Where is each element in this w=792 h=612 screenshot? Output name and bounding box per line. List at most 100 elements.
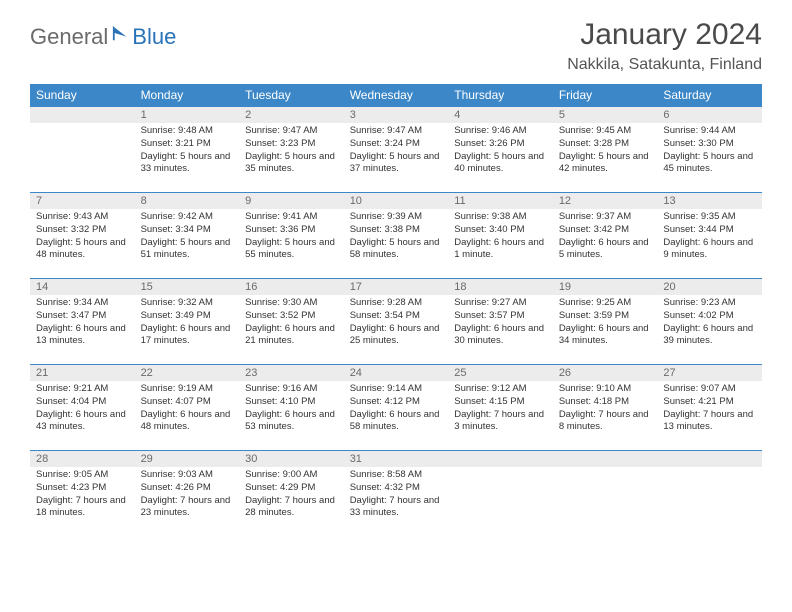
day-content: Sunrise: 9:05 AMSunset: 4:23 PMDaylight:… <box>30 467 135 522</box>
day-number: 19 <box>553 279 658 295</box>
day-cell: 3Sunrise: 9:47 AMSunset: 3:24 PMDaylight… <box>344 107 449 193</box>
day-cell: 12Sunrise: 9:37 AMSunset: 3:42 PMDayligh… <box>553 193 658 279</box>
day-content: Sunrise: 9:48 AMSunset: 3:21 PMDaylight:… <box>135 123 240 178</box>
location: Nakkila, Satakunta, Finland <box>567 56 762 74</box>
day-content: Sunrise: 9:00 AMSunset: 4:29 PMDaylight:… <box>239 467 344 522</box>
day-number: 26 <box>553 365 658 381</box>
day-number: 24 <box>344 365 449 381</box>
day-content: Sunrise: 8:58 AMSunset: 4:32 PMDaylight:… <box>344 467 449 522</box>
day-number: 30 <box>239 451 344 467</box>
day-number: 12 <box>553 193 658 209</box>
day-number: 22 <box>135 365 240 381</box>
day-cell: 21Sunrise: 9:21 AMSunset: 4:04 PMDayligh… <box>30 365 135 451</box>
day-content: Sunrise: 9:35 AMSunset: 3:44 PMDaylight:… <box>657 209 762 264</box>
day-content: Sunrise: 9:03 AMSunset: 4:26 PMDaylight:… <box>135 467 240 522</box>
weekday-header: Wednesday <box>344 84 449 107</box>
day-content: Sunrise: 9:38 AMSunset: 3:40 PMDaylight:… <box>448 209 553 264</box>
day-content: Sunrise: 9:47 AMSunset: 3:23 PMDaylight:… <box>239 123 344 178</box>
day-cell: 10Sunrise: 9:39 AMSunset: 3:38 PMDayligh… <box>344 193 449 279</box>
day-content: Sunrise: 9:45 AMSunset: 3:28 PMDaylight:… <box>553 123 658 178</box>
logo-text-general: General <box>30 24 108 50</box>
month-title: January 2024 <box>567 18 762 52</box>
day-cell: 14Sunrise: 9:34 AMSunset: 3:47 PMDayligh… <box>30 279 135 365</box>
day-number: 5 <box>553 107 658 123</box>
flag-icon <box>112 24 130 42</box>
empty-cell <box>657 451 762 537</box>
day-number: 21 <box>30 365 135 381</box>
day-content: Sunrise: 9:44 AMSunset: 3:30 PMDaylight:… <box>657 123 762 178</box>
day-content: Sunrise: 9:23 AMSunset: 4:02 PMDaylight:… <box>657 295 762 350</box>
calendar-table: SundayMondayTuesdayWednesdayThursdayFrid… <box>30 84 762 537</box>
day-number: 11 <box>448 193 553 209</box>
header: General Blue January 2024 Nakkila, Satak… <box>30 18 762 74</box>
weekday-header: Friday <box>553 84 658 107</box>
day-number: 15 <box>135 279 240 295</box>
weekday-header: Sunday <box>30 84 135 107</box>
day-content: Sunrise: 9:30 AMSunset: 3:52 PMDaylight:… <box>239 295 344 350</box>
day-content: Sunrise: 9:39 AMSunset: 3:38 PMDaylight:… <box>344 209 449 264</box>
day-content: Sunrise: 9:34 AMSunset: 3:47 PMDaylight:… <box>30 295 135 350</box>
day-content: Sunrise: 9:28 AMSunset: 3:54 PMDaylight:… <box>344 295 449 350</box>
day-cell: 16Sunrise: 9:30 AMSunset: 3:52 PMDayligh… <box>239 279 344 365</box>
day-number: 16 <box>239 279 344 295</box>
day-number: 23 <box>239 365 344 381</box>
day-content: Sunrise: 9:21 AMSunset: 4:04 PMDaylight:… <box>30 381 135 436</box>
day-number: 10 <box>344 193 449 209</box>
day-cell: 17Sunrise: 9:28 AMSunset: 3:54 PMDayligh… <box>344 279 449 365</box>
day-cell: 7Sunrise: 9:43 AMSunset: 3:32 PMDaylight… <box>30 193 135 279</box>
day-number: 29 <box>135 451 240 467</box>
day-number: 1 <box>135 107 240 123</box>
day-cell: 9Sunrise: 9:41 AMSunset: 3:36 PMDaylight… <box>239 193 344 279</box>
day-content: Sunrise: 9:37 AMSunset: 3:42 PMDaylight:… <box>553 209 658 264</box>
day-content: Sunrise: 9:25 AMSunset: 3:59 PMDaylight:… <box>553 295 658 350</box>
day-number: 4 <box>448 107 553 123</box>
weekday-header-row: SundayMondayTuesdayWednesdayThursdayFrid… <box>30 84 762 107</box>
logo: General Blue <box>30 24 176 50</box>
day-number: 3 <box>344 107 449 123</box>
day-cell: 27Sunrise: 9:07 AMSunset: 4:21 PMDayligh… <box>657 365 762 451</box>
day-content: Sunrise: 9:42 AMSunset: 3:34 PMDaylight:… <box>135 209 240 264</box>
day-number: 14 <box>30 279 135 295</box>
day-content: Sunrise: 9:27 AMSunset: 3:57 PMDaylight:… <box>448 295 553 350</box>
day-cell: 23Sunrise: 9:16 AMSunset: 4:10 PMDayligh… <box>239 365 344 451</box>
empty-cell <box>553 451 658 537</box>
day-cell: 8Sunrise: 9:42 AMSunset: 3:34 PMDaylight… <box>135 193 240 279</box>
empty-cell <box>30 107 135 193</box>
day-cell: 29Sunrise: 9:03 AMSunset: 4:26 PMDayligh… <box>135 451 240 537</box>
weekday-header: Saturday <box>657 84 762 107</box>
day-number: 13 <box>657 193 762 209</box>
day-number: 17 <box>344 279 449 295</box>
day-cell: 15Sunrise: 9:32 AMSunset: 3:49 PMDayligh… <box>135 279 240 365</box>
day-cell: 31Sunrise: 8:58 AMSunset: 4:32 PMDayligh… <box>344 451 449 537</box>
day-cell: 26Sunrise: 9:10 AMSunset: 4:18 PMDayligh… <box>553 365 658 451</box>
day-content: Sunrise: 9:43 AMSunset: 3:32 PMDaylight:… <box>30 209 135 264</box>
logo-text-blue: Blue <box>132 24 176 50</box>
day-cell: 13Sunrise: 9:35 AMSunset: 3:44 PMDayligh… <box>657 193 762 279</box>
day-cell: 1Sunrise: 9:48 AMSunset: 3:21 PMDaylight… <box>135 107 240 193</box>
day-content: Sunrise: 9:41 AMSunset: 3:36 PMDaylight:… <box>239 209 344 264</box>
weekday-header: Thursday <box>448 84 553 107</box>
day-number: 28 <box>30 451 135 467</box>
day-cell: 4Sunrise: 9:46 AMSunset: 3:26 PMDaylight… <box>448 107 553 193</box>
day-number: 20 <box>657 279 762 295</box>
day-content: Sunrise: 9:47 AMSunset: 3:24 PMDaylight:… <box>344 123 449 178</box>
day-content: Sunrise: 9:14 AMSunset: 4:12 PMDaylight:… <box>344 381 449 436</box>
day-cell: 11Sunrise: 9:38 AMSunset: 3:40 PMDayligh… <box>448 193 553 279</box>
day-content: Sunrise: 9:16 AMSunset: 4:10 PMDaylight:… <box>239 381 344 436</box>
day-content: Sunrise: 9:46 AMSunset: 3:26 PMDaylight:… <box>448 123 553 178</box>
day-cell: 19Sunrise: 9:25 AMSunset: 3:59 PMDayligh… <box>553 279 658 365</box>
day-content: Sunrise: 9:32 AMSunset: 3:49 PMDaylight:… <box>135 295 240 350</box>
day-cell: 20Sunrise: 9:23 AMSunset: 4:02 PMDayligh… <box>657 279 762 365</box>
day-cell: 28Sunrise: 9:05 AMSunset: 4:23 PMDayligh… <box>30 451 135 537</box>
day-number: 8 <box>135 193 240 209</box>
day-cell: 24Sunrise: 9:14 AMSunset: 4:12 PMDayligh… <box>344 365 449 451</box>
day-cell: 2Sunrise: 9:47 AMSunset: 3:23 PMDaylight… <box>239 107 344 193</box>
weekday-header: Monday <box>135 84 240 107</box>
weekday-header: Tuesday <box>239 84 344 107</box>
day-cell: 5Sunrise: 9:45 AMSunset: 3:28 PMDaylight… <box>553 107 658 193</box>
day-cell: 25Sunrise: 9:12 AMSunset: 4:15 PMDayligh… <box>448 365 553 451</box>
day-cell: 22Sunrise: 9:19 AMSunset: 4:07 PMDayligh… <box>135 365 240 451</box>
day-content: Sunrise: 9:12 AMSunset: 4:15 PMDaylight:… <box>448 381 553 436</box>
title-block: January 2024 Nakkila, Satakunta, Finland <box>567 18 762 74</box>
day-content: Sunrise: 9:07 AMSunset: 4:21 PMDaylight:… <box>657 381 762 436</box>
